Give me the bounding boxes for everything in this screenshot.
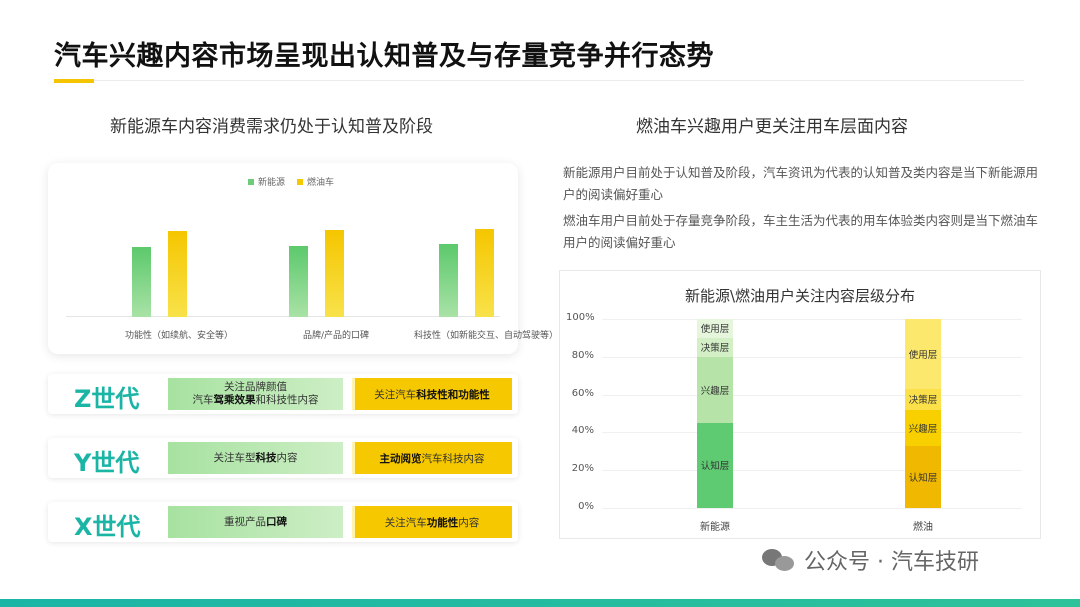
bar-fuel	[475, 229, 494, 317]
text-bold: 主动阅览	[379, 452, 422, 465]
text-bold: 科技性和功能性	[416, 388, 490, 401]
segment-label: 兴趣层	[905, 409, 941, 446]
chart-baseline	[66, 316, 500, 317]
watermark-text: 公众号 · 汽车技研	[804, 550, 979, 575]
gridline	[602, 470, 1022, 472]
generation-name: Y世代	[74, 449, 140, 477]
segment-label: 认知层	[697, 422, 733, 508]
y-tick-label: 40%	[571, 425, 594, 437]
segment-label: 使用层	[697, 319, 733, 338]
bar-new-energy	[439, 244, 458, 317]
generation-yellow-box: 关注汽车 功能性 内容	[352, 506, 512, 538]
description-new-energy: 新能源用户目前处于认知普及阶段，汽车资讯为代表的认知普及类内容是当下新能源用户的…	[563, 165, 1039, 202]
legend-item-fuel: 燃油车	[297, 175, 334, 188]
stacked-bar-new-energy: 认知层 兴趣层 决策层 使用层	[697, 319, 733, 508]
gridline	[602, 319, 1022, 320]
footer-bar	[0, 599, 1080, 607]
bar-new-energy	[132, 247, 151, 317]
page-title: 汽车兴趣内容市场呈现出认知普及与存量竞争并行态势	[54, 41, 714, 72]
text-part: 关注车型	[213, 451, 256, 464]
bar-new-energy	[289, 246, 308, 317]
category-label: 品牌/产品的口碑	[302, 331, 370, 341]
generation-row-y: Y世代 关注车型科技内容 主动阅览 汽车科技内容	[48, 438, 518, 478]
generation-green-box: 重视产品口碑	[168, 506, 343, 538]
text-bold: 功能性	[426, 516, 459, 529]
x-category-label: 新能源	[700, 522, 730, 533]
generation-name: X世代	[74, 513, 141, 541]
bar-chart-card: 新能源 燃油车 功能性（如续航、安全等） 品牌/产品的口碑 科技性（如新能交互、自动…	[48, 163, 558, 354]
generation-yellow-box: 主动阅览 汽车科技内容	[352, 442, 512, 474]
chart-legend: 新能源 燃油车	[248, 175, 334, 188]
legend-item-new-energy: 新能源	[248, 175, 285, 188]
distribution-chart-card: 新能源\燃油用户关注内容层级分布 0% 20% 40% 60% 80% 100% 认知层 兴趣…	[559, 270, 1041, 539]
category-label: 功能性（如续航、安全等）	[124, 331, 233, 341]
bar-fuel	[325, 230, 344, 317]
segment-label: 使用层	[905, 319, 941, 389]
gridline	[602, 432, 1022, 434]
text-part: 和科技性内容	[255, 394, 319, 406]
gridline	[602, 394, 1022, 396]
generation-green-line: 关注车型科技内容	[214, 452, 298, 465]
text-bold: 口碑	[266, 515, 287, 528]
text-bold: 科技	[255, 451, 277, 464]
chart-title: 新能源\燃油用户关注内容层级分布	[684, 287, 916, 305]
wechat-icon	[762, 547, 796, 573]
legend-swatch-yellow	[297, 178, 304, 185]
gridline	[602, 356, 1022, 358]
generation-name: Z世代	[74, 385, 140, 413]
text-part: 关注汽车	[384, 516, 427, 529]
generation-green-line: 重视产品口碑	[224, 516, 287, 529]
text-bold: 驾乘效果	[213, 394, 256, 406]
segment-label: 兴趣层	[697, 356, 733, 423]
y-tick-label: 20%	[571, 463, 594, 475]
segment-label: 决策层	[905, 388, 941, 410]
text-part: 汽车科技内容	[421, 452, 485, 465]
title-accent-bar	[54, 79, 94, 83]
y-tick-label: 100%	[566, 312, 595, 323]
text-part: 内容	[458, 516, 480, 529]
generation-green-box: 关注车型科技内容	[168, 442, 343, 474]
text-part: 关注汽车	[374, 388, 417, 401]
right-subtitle: 燃油车兴趣用户更关注用车层面内容	[636, 117, 908, 137]
generation-yellow-box: 关注汽车 科技性和功能性	[352, 378, 512, 410]
description-fuel: 燃油车用户目前处于存量竞争阶段，车主生活为代表的用车体验类内容则是当下燃油车用户…	[563, 213, 1039, 250]
legend-swatch-green	[248, 178, 254, 185]
title-divider	[54, 80, 1024, 81]
x-category-label: 燃油	[913, 522, 933, 533]
bar-fuel	[168, 231, 187, 317]
generation-row-x: X世代 重视产品口碑 关注汽车 功能性 内容	[48, 502, 518, 542]
segment-label: 决策层	[697, 337, 733, 357]
y-tick-label: 60%	[571, 387, 594, 399]
legend-label: 新能源	[258, 178, 286, 188]
text-part: 汽车	[192, 394, 214, 406]
legend-label: 燃油车	[307, 178, 335, 188]
y-tick-label: 80%	[571, 349, 594, 361]
stacked-bar-fuel: 认知层 兴趣层 决策层 使用层	[905, 319, 941, 508]
y-tick-label: 0%	[578, 501, 594, 512]
left-subtitle: 新能源车内容消费需求仍处于认知普及阶段	[110, 117, 433, 137]
watermark: 公众号 · 汽车技研	[762, 544, 979, 576]
generation-green-line1: 关注品牌颜值	[224, 381, 287, 394]
generation-green-line2: 汽车驾乘效果和科技性内容	[193, 394, 319, 407]
gridline	[602, 508, 1022, 509]
text-part: 重视产品	[224, 515, 266, 528]
segment-label: 认知层	[905, 445, 941, 508]
text-part: 内容	[276, 451, 298, 464]
category-label: 科技性（如新能交互、自动驾驶等）	[413, 331, 558, 341]
generation-green-box: 关注品牌颜值 汽车驾乘效果和科技性内容	[168, 378, 343, 410]
generation-row-z: Z世代 关注品牌颜值 汽车驾乘效果和科技性内容 关注汽车 科技性和功能性	[48, 374, 518, 414]
